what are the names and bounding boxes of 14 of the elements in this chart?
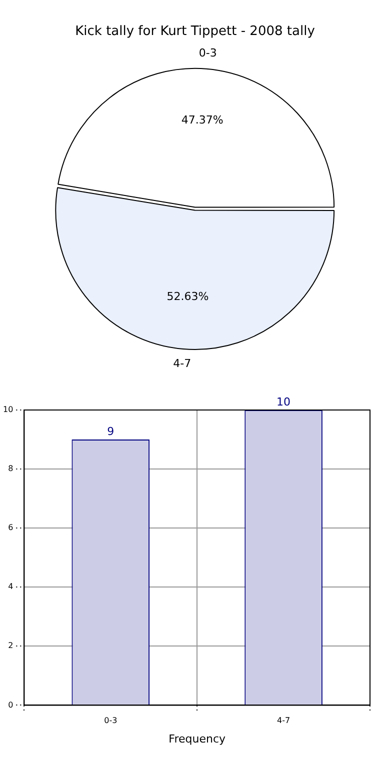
slice-label: 0-3: [198, 46, 217, 60]
data-label: 47.37%: [181, 113, 224, 126]
y-tick-label: 6: [8, 523, 14, 532]
chart-title: Kick tally for Kurt Tippett - 2008 tally: [75, 24, 316, 40]
slice-label: 4-7: [173, 356, 192, 370]
y-tick-label: 4: [8, 582, 14, 592]
data-label: 10: [276, 395, 291, 408]
y-tick-label: 0: [8, 700, 14, 710]
y-tick-label: 2: [8, 641, 14, 650]
x-axis-title: Frequency: [168, 732, 226, 746]
y-tick-label: 10: [2, 405, 14, 414]
data-label: 9: [107, 424, 114, 438]
data-label: 52.63%: [166, 290, 209, 303]
y-tick-label: 8: [8, 464, 14, 474]
